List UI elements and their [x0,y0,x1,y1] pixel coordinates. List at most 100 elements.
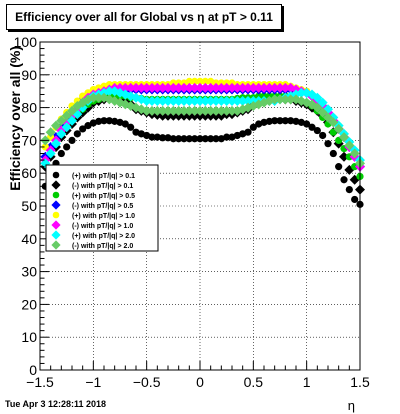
data-point [168,105,179,116]
data-point [173,96,184,107]
legend: (+) with pT/|q| > 0.1 (-) with pT/|q| > 0… [45,164,159,252]
data-point [271,117,279,125]
y-tick-label: 40 [21,231,37,247]
data-point [191,77,199,85]
data-point [205,105,216,116]
legend-entry: (+) with pT/|q| > 2.0 [51,230,135,240]
data-point [319,131,327,140]
data-point [51,138,61,149]
data-point [184,82,195,93]
data-point [63,143,71,151]
data-point [265,117,273,125]
x-tick-label: 1 [303,374,311,390]
data-point [317,107,328,118]
data-point [313,126,321,135]
data-point [191,135,199,143]
data-point [175,135,183,143]
data-point [141,105,152,116]
data-point [345,186,353,194]
data-point [216,105,227,116]
y-tick-label: 20 [21,296,37,312]
y-tick-label: 80 [21,100,37,116]
data-point [141,82,152,93]
data-point [104,86,115,97]
data-point [125,82,136,93]
legend-label: (-) with pT/|q| > 2.0 [72,243,133,250]
data-point [157,105,168,116]
data-point [61,110,72,121]
data-point [275,94,285,105]
data-point [131,82,141,93]
data-point [93,92,104,103]
data-point [312,102,323,113]
data-point [280,94,291,105]
data-point [173,82,184,93]
data-point [51,120,61,131]
data-point [67,115,77,126]
data-point [179,105,189,116]
data-point [168,96,179,107]
data-point [317,97,328,108]
data-point [45,127,56,138]
data-point [68,136,76,144]
data-point [351,163,359,171]
legend-label: (+) with pT/|q| > 2.0 [72,233,135,240]
legend-entry: (-) with pT/|q| > 0.5 [51,200,133,210]
data-point [312,92,323,103]
series-group [41,117,364,208]
data-point [200,105,211,116]
data-point [189,82,200,93]
data-point [127,123,135,131]
data-point [285,94,296,105]
series-group [40,92,365,169]
chart-title: Efficiency over all for Global vs η at p… [15,10,273,24]
data-point [84,122,92,130]
legend-marker [51,240,61,250]
legend-entry: (-) with pT/|q| > 0.1 [51,180,133,190]
legend-entry: (-) with pT/|q| > 1.0 [51,220,133,230]
y-tick-label: 100 [14,34,38,50]
legend-marker [51,230,61,240]
y-tick-label: 90 [21,67,37,83]
data-point [195,105,205,116]
data-point [328,117,339,128]
data-point [227,82,237,93]
x-axis-label: η [348,398,355,413]
data-point [148,133,156,141]
data-point [232,96,243,107]
y-tick-label: 50 [21,198,37,214]
data-point [212,135,220,143]
x-tick-label: −0.5 [133,374,161,390]
data-point [269,94,280,105]
legend-box [45,164,159,252]
data-point [296,87,307,98]
data-point [248,82,259,93]
data-point [61,122,72,133]
data-point [211,105,221,116]
data-point [95,117,103,125]
y-axis-label: Efficiency over all (%) [7,46,23,191]
data-point [157,82,168,93]
legend-label: (+) with pT/|q| > 0.1 [72,173,135,180]
legend-label: (-) with pT/|q| > 0.1 [72,183,133,190]
data-point [56,115,67,126]
data-point [244,128,252,136]
data-point [323,112,333,123]
data-point [152,105,163,116]
data-point [200,96,211,107]
data-point [232,82,243,93]
y-tick-label: 60 [21,165,37,181]
data-point [221,82,232,93]
data-point [79,125,87,133]
data-point [237,96,248,107]
data-point [189,96,200,107]
chart-title-box: Efficiency over all for Global vs η at p… [6,4,282,30]
data-point [88,92,99,103]
data-point [159,134,167,142]
legend-label: (-) with pT/|q| > 1.0 [72,223,133,230]
data-point [163,96,173,107]
data-point [329,128,337,136]
x-tick-label: −1.5 [26,374,54,390]
data-point [163,82,173,93]
legend-marker [51,180,61,190]
